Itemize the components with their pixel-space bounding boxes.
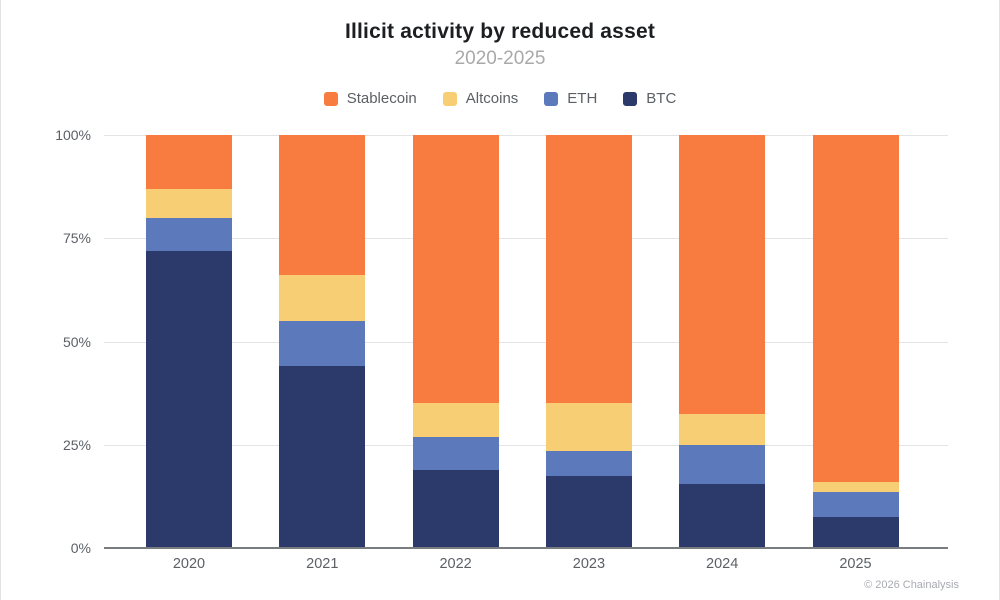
bar-segment-eth (146, 217, 232, 251)
bar-segment-altcoins (679, 413, 766, 445)
x-tick-label-2024: 2024 (706, 556, 739, 572)
legend-swatch-altcoins (442, 91, 457, 106)
y-tick-label-100%: 100% (55, 127, 91, 143)
stacked-bar-2020 (146, 135, 232, 548)
bar-segment-altcoins (146, 188, 232, 218)
chart-legend: Stablecoin Altcoins ETH BTC (1, 90, 999, 107)
gridline-75% (104, 238, 948, 240)
stacked-bar-2025 (812, 135, 899, 548)
legend-label: Stablecoin (346, 90, 417, 107)
x-tick-label-2020: 2020 (172, 556, 206, 572)
legend-item-altcoins: Altcoins (442, 90, 519, 107)
x-tick-label-2022: 2022 (439, 556, 472, 572)
bar-segment-eth (812, 492, 899, 518)
bar-segment-altcoins (412, 403, 499, 437)
bar-segment-eth (279, 320, 366, 367)
bar-segment-eth (545, 450, 632, 476)
bar-segment-stablecoin (812, 135, 899, 482)
bar-segment-btc (146, 250, 232, 548)
bar-segment-stablecoin (679, 135, 766, 414)
page-title: Illicit activity by reduced asset (344, 20, 656, 43)
y-tick-label-25%: 25% (62, 436, 91, 453)
legend-label: BTC (646, 90, 677, 107)
y-tick-label-75%: 75% (62, 230, 91, 247)
plot-area (104, 135, 948, 549)
stacked-bar-2024 (679, 135, 766, 548)
bar-segment-altcoins (812, 481, 899, 493)
stacked-bar-2022 (412, 135, 499, 548)
gridline-25% (104, 444, 948, 446)
legend-item-stablecoin: Stablecoin (323, 90, 417, 107)
bar-segment-stablecoin (146, 135, 232, 189)
bar-segment-btc (412, 469, 499, 548)
bar-segment-stablecoin (279, 135, 366, 276)
x-axis-line (104, 547, 948, 549)
bar-segment-altcoins (545, 403, 632, 451)
x-tick-label-2021: 2021 (306, 556, 339, 572)
gridline-50% (104, 341, 948, 343)
bar-segment-stablecoin (412, 135, 499, 404)
legend-swatch-stablecoin (323, 91, 338, 106)
stacked-bar-2023 (545, 135, 632, 548)
legend-swatch-btc (623, 91, 638, 106)
bar-segment-stablecoin (545, 135, 632, 404)
bar-segment-btc (812, 517, 899, 548)
bar-segment-btc (279, 366, 366, 548)
legend-swatch-eth (544, 91, 559, 106)
legend-label: ETH (567, 90, 598, 107)
bar-segment-eth (679, 444, 766, 484)
stacked-bar-2021 (279, 135, 366, 548)
bar-segment-eth (412, 436, 499, 470)
y-tick-label-50%: 50% (62, 333, 91, 350)
bar-segment-altcoins (279, 275, 366, 321)
x-tick-label-2025: 2025 (839, 556, 872, 572)
x-tick-label-2023: 2023 (572, 556, 606, 572)
bar-segment-btc (545, 475, 632, 548)
y-tick-label-0%: 0% (70, 540, 91, 556)
bar-segment-btc (679, 484, 766, 548)
legend-item-btc: BTC (623, 90, 676, 107)
legend-item-eth: ETH (544, 90, 597, 107)
gridline-100% (104, 135, 948, 136)
legend-label: Altcoins (465, 90, 519, 107)
page-subtitle: 2020-2025 (454, 48, 546, 69)
copyright-credit: © 2026 Chainalysis (864, 579, 959, 591)
